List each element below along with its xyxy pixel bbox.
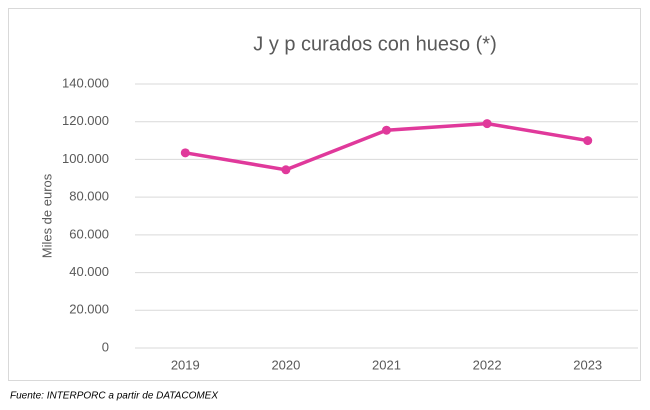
- x-tick-label: 2022: [473, 357, 502, 372]
- marker: [281, 165, 291, 175]
- y-tick-label: 20.000: [69, 302, 109, 317]
- x-tick-label: 2021: [372, 357, 401, 372]
- y-tick-label: 120.000: [62, 113, 109, 128]
- y-axis-label: Miles de euros: [39, 173, 54, 258]
- marker: [583, 136, 593, 146]
- footnote: Fuente: INTERPORC a partir de DATACOMEX: [10, 391, 218, 402]
- x-tick-label: 2023: [573, 357, 602, 372]
- marker: [382, 125, 391, 135]
- y-tick-label: 100.000: [62, 151, 109, 166]
- y-tick-label: 80.000: [69, 189, 109, 204]
- chart-border: [8, 8, 641, 381]
- y-tick-label: 140.000: [62, 75, 109, 90]
- y-tick-label: 40.000: [69, 264, 109, 279]
- y-tick-label: 60.000: [69, 226, 109, 241]
- chart-title: J y p curados con hueso (*): [253, 33, 496, 55]
- y-tick-label: 0: [102, 339, 109, 354]
- marker: [482, 119, 492, 129]
- marker: [180, 148, 190, 158]
- x-tick-label: 2020: [271, 357, 300, 372]
- x-tick-label: 2019: [171, 357, 200, 372]
